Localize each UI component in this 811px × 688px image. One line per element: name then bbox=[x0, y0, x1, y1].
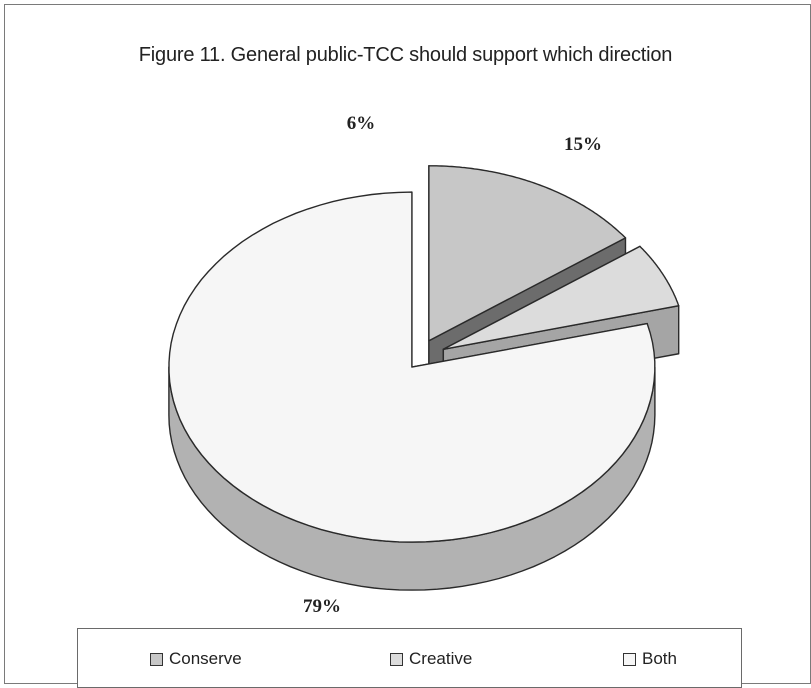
legend-swatch-conserve bbox=[150, 652, 163, 666]
legend: Conserve Creative Both bbox=[77, 628, 742, 688]
pie-slices bbox=[168, 165, 680, 591]
data-label-both: 79% bbox=[303, 596, 341, 617]
legend-item-conserve: Conserve bbox=[150, 649, 242, 669]
legend-label-both: Both bbox=[642, 649, 677, 668]
pie-slice-both bbox=[168, 191, 656, 543]
legend-swatch-both bbox=[623, 652, 636, 666]
legend-item-both: Both bbox=[623, 649, 677, 669]
chart-title: Figure 11. General public-TCC should sup… bbox=[138, 44, 673, 66]
pie-slice-conserve bbox=[428, 165, 627, 342]
legend-label-creative: Creative bbox=[409, 649, 473, 668]
legend-item-creative: Creative bbox=[390, 649, 472, 669]
pie-chart: 15% 6% 79% bbox=[168, 113, 680, 617]
pie-slice-creative bbox=[442, 245, 680, 350]
legend-label-conserve: Conserve bbox=[169, 649, 242, 668]
data-label-conserve: 15% bbox=[564, 134, 602, 155]
data-label-creative: 6% bbox=[347, 113, 376, 134]
legend-swatch-creative bbox=[390, 652, 403, 666]
